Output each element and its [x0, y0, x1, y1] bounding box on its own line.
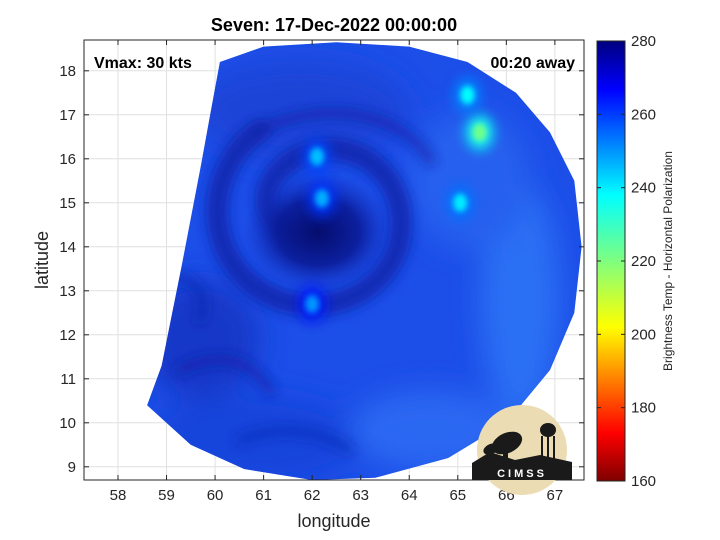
x-tick-label: 63	[352, 487, 369, 504]
y-tick-label: 18	[59, 63, 76, 80]
convective-cell	[465, 114, 494, 151]
vmax-annotation: Vmax: 30 kts	[94, 55, 192, 72]
y-axis-label: latitude	[32, 231, 52, 289]
y-axis: 9 10 11 12 13 14 15 16 17 18	[59, 63, 584, 476]
satellite-dish-icon	[483, 431, 523, 463]
colorbar-tick-label: 220	[631, 253, 656, 270]
x-axis-label: longitude	[297, 511, 370, 531]
y-tick-label: 11	[60, 371, 76, 388]
colorbar-tick-label: 240	[631, 180, 656, 197]
colorbar-tick-label: 260	[631, 106, 656, 123]
y-tick-label: 17	[59, 107, 76, 124]
colorbar-tick-label: 160	[631, 473, 656, 490]
y-tick-label: 16	[59, 151, 76, 168]
cimss-logo: CIMSS	[472, 405, 572, 495]
y-tick-label: 12	[59, 327, 76, 344]
colorbar-gradient	[596, 40, 626, 482]
x-tick-label: 60	[207, 487, 224, 504]
convective-cell	[453, 77, 482, 113]
plot-frame	[83, 39, 585, 481]
colorbar: 160 180 200 220 240 260 280 Brightness Temp - …	[596, 33, 675, 490]
x-tick-label: 62	[304, 487, 321, 504]
x-tick-label: 58	[110, 487, 127, 504]
convective-cell	[303, 138, 332, 175]
water-tower-icon	[540, 423, 556, 462]
logo-band	[472, 463, 572, 480]
y-tick-label: 10	[59, 415, 76, 432]
y-tick-label: 14	[59, 239, 76, 256]
x-tick-label: 65	[449, 487, 466, 504]
colorbar-tick-label: 200	[631, 326, 656, 343]
y-tick-label: 15	[59, 195, 76, 212]
chart-title: Seven: 17-Dec-2022 00:00:00	[211, 15, 457, 35]
convective-cell	[446, 184, 475, 221]
convective-cell	[298, 286, 327, 322]
x-tick-label: 59	[158, 487, 175, 504]
colorbar-ticks: 160 180 200 220 240 260 280	[597, 33, 656, 490]
y-tick-label: 13	[59, 283, 76, 300]
x-tick-label: 64	[401, 487, 418, 504]
colorbar-tick-label: 280	[631, 33, 656, 50]
x-tick-label: 61	[255, 487, 272, 504]
colorbar-label: Brightness Temp - Horizontal Polarizatio…	[661, 151, 675, 371]
colorbar-tick-label: 180	[631, 400, 656, 417]
logo-text: CIMSS	[497, 468, 547, 480]
time-away-annotation: 00:20 away	[490, 55, 575, 72]
x-axis: 58 59 60 61 62 63 64 65 66 67	[110, 40, 564, 504]
x-tick-label: 67	[547, 487, 564, 504]
convective-cell	[307, 180, 336, 217]
y-tick-label: 9	[68, 459, 76, 476]
